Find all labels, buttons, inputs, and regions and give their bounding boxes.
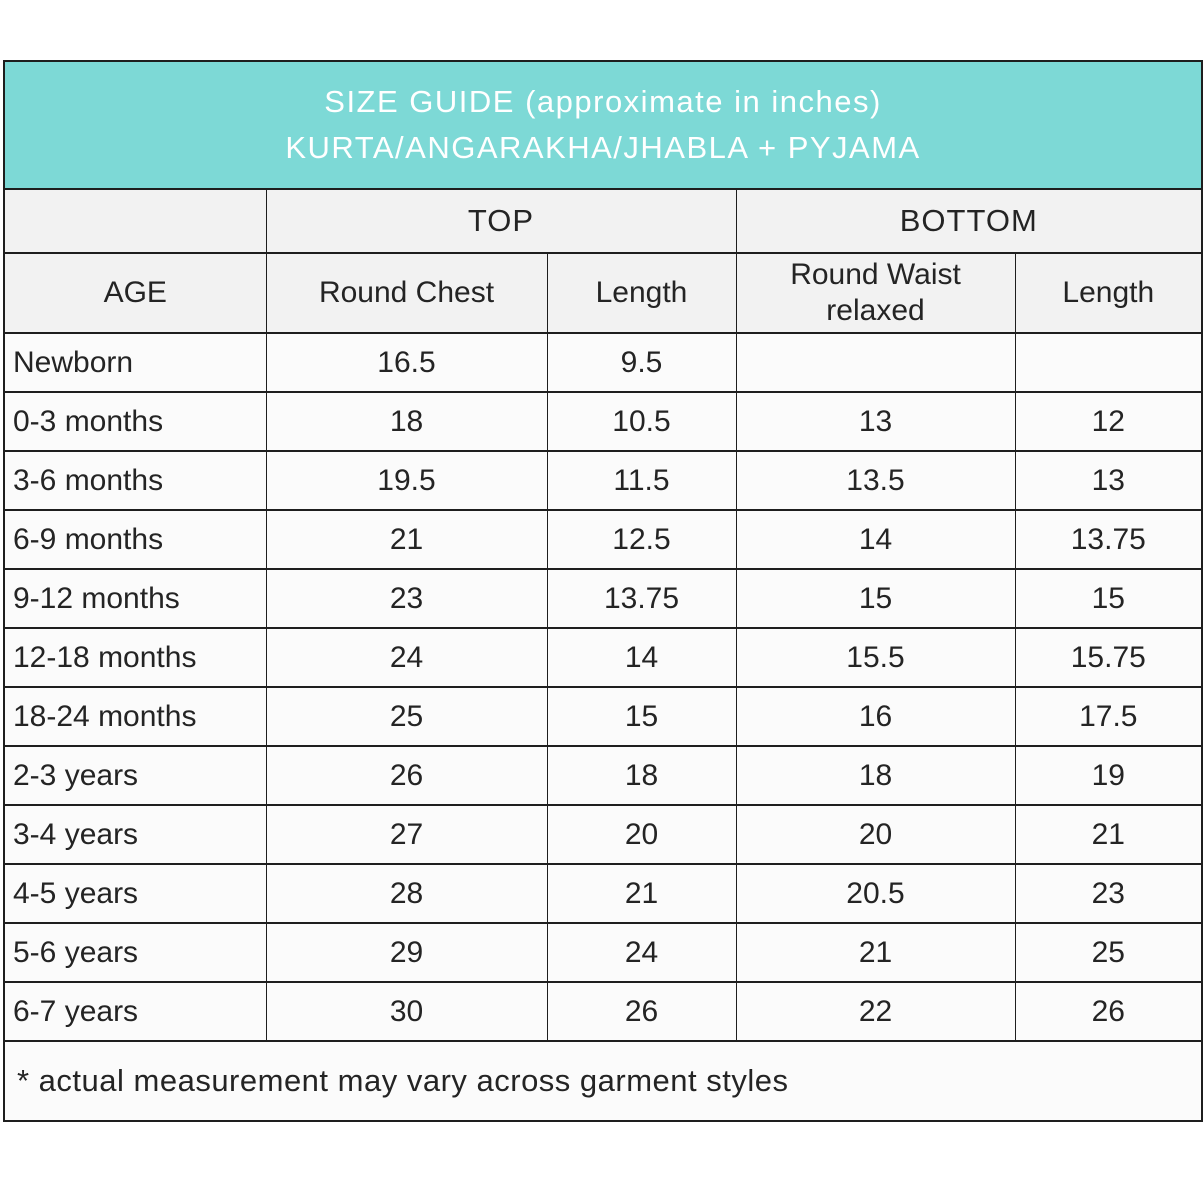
- waist-cell: 13: [735, 391, 1016, 452]
- column-header-age: AGE: [3, 252, 267, 334]
- table-row: Newborn 16.5 9.5: [3, 332, 1203, 393]
- chest-cell: 18: [265, 391, 548, 452]
- title-line-1: SIZE GUIDE (approximate in inches): [324, 83, 882, 119]
- banner-row: SIZE GUIDE (approximate in inches) KURTA…: [3, 60, 1203, 190]
- age-cell: 3-4 years: [3, 804, 267, 865]
- group-header-row: TOP BOTTOM: [3, 188, 1203, 254]
- chest-cell: 25: [265, 686, 548, 747]
- chest-cell: 27: [265, 804, 548, 865]
- waist-cell: 16: [735, 686, 1016, 747]
- table-row: 0-3 months 18 10.5 13 12: [3, 391, 1203, 452]
- top-length-cell: 12.5: [546, 509, 737, 570]
- chest-cell: 16.5: [265, 332, 548, 393]
- waist-cell: [735, 332, 1016, 393]
- chest-cell: 28: [265, 863, 548, 924]
- column-header-top-length: Length: [546, 252, 737, 334]
- table-row: 6-7 years 30 26 22 26: [3, 981, 1203, 1042]
- age-cell: 9-12 months: [3, 568, 267, 629]
- waist-cell: 15.5: [735, 627, 1016, 688]
- waist-cell: 20.5: [735, 863, 1016, 924]
- waist-cell: 14: [735, 509, 1016, 570]
- column-header-round-waist: Round Waist relaxed: [735, 252, 1016, 334]
- top-length-cell: 10.5: [546, 391, 737, 452]
- age-cell: 3-6 months: [3, 450, 267, 511]
- group-header-top: TOP: [265, 188, 737, 254]
- waist-cell: 13.5: [735, 450, 1016, 511]
- top-length-cell: 26: [546, 981, 737, 1042]
- table-title: SIZE GUIDE (approximate in inches) KURTA…: [3, 60, 1203, 190]
- top-length-cell: 13.75: [546, 568, 737, 629]
- age-cell: 6-9 months: [3, 509, 267, 570]
- table-row: 4-5 years 28 21 20.5 23: [3, 863, 1203, 924]
- chest-cell: 24: [265, 627, 548, 688]
- age-cell: 4-5 years: [3, 863, 267, 924]
- table-row: 5-6 years 29 24 21 25: [3, 922, 1203, 983]
- size-guide-table: SIZE GUIDE (approximate in inches) KURTA…: [3, 60, 1204, 1122]
- age-cell: Newborn: [3, 332, 267, 393]
- bottom-length-cell: 21: [1014, 804, 1203, 865]
- age-cell: 12-18 months: [3, 627, 267, 688]
- top-length-cell: 11.5: [546, 450, 737, 511]
- top-length-cell: 14: [546, 627, 737, 688]
- bottom-length-cell: 13.75: [1014, 509, 1203, 570]
- age-cell: 2-3 years: [3, 745, 267, 806]
- column-header-row: AGE Round Chest Length Round Waist relax…: [3, 252, 1203, 334]
- group-header-bottom: BOTTOM: [735, 188, 1203, 254]
- title-line-2: KURTA/ANGARAKHA/JHABLA + PYJAMA: [285, 130, 921, 165]
- bottom-length-cell: [1014, 332, 1203, 393]
- column-header-bottom-length: Length: [1014, 252, 1203, 334]
- top-length-cell: 9.5: [546, 332, 737, 393]
- footnote-text: * actual measurement may vary across gar…: [3, 1040, 1203, 1122]
- group-header-empty: [3, 188, 267, 254]
- table-row: 2-3 years 26 18 18 19: [3, 745, 1203, 806]
- bottom-length-cell: 15.75: [1014, 627, 1203, 688]
- top-length-cell: 24: [546, 922, 737, 983]
- table-row: 6-9 months 21 12.5 14 13.75: [3, 509, 1203, 570]
- chest-cell: 26: [265, 745, 548, 806]
- age-cell: 18-24 months: [3, 686, 267, 747]
- table-row: 9-12 months 23 13.75 15 15: [3, 568, 1203, 629]
- bottom-length-cell: 17.5: [1014, 686, 1203, 747]
- table-row: 12-18 months 24 14 15.5 15.75: [3, 627, 1203, 688]
- bottom-length-cell: 26: [1014, 981, 1203, 1042]
- top-length-cell: 15: [546, 686, 737, 747]
- waist-cell: 18: [735, 745, 1016, 806]
- waist-cell: 21: [735, 922, 1016, 983]
- chest-cell: 21: [265, 509, 548, 570]
- table-row: 3-6 months 19.5 11.5 13.5 13: [3, 450, 1203, 511]
- bottom-length-cell: 12: [1014, 391, 1203, 452]
- table-row: 3-4 years 27 20 20 21: [3, 804, 1203, 865]
- chest-cell: 23: [265, 568, 548, 629]
- chest-cell: 30: [265, 981, 548, 1042]
- top-length-cell: 20: [546, 804, 737, 865]
- bottom-length-cell: 23: [1014, 863, 1203, 924]
- age-cell: 6-7 years: [3, 981, 267, 1042]
- waist-cell: 15: [735, 568, 1016, 629]
- top-length-cell: 21: [546, 863, 737, 924]
- bottom-length-cell: 15: [1014, 568, 1203, 629]
- footnote-row: * actual measurement may vary across gar…: [3, 1040, 1203, 1122]
- age-cell: 5-6 years: [3, 922, 267, 983]
- column-header-round-chest: Round Chest: [265, 252, 548, 334]
- bottom-length-cell: 19: [1014, 745, 1203, 806]
- size-guide-table-container: SIZE GUIDE (approximate in inches) KURTA…: [3, 60, 1204, 1122]
- age-cell: 0-3 months: [3, 391, 267, 452]
- bottom-length-cell: 13: [1014, 450, 1203, 511]
- waist-cell: 22: [735, 981, 1016, 1042]
- chest-cell: 29: [265, 922, 548, 983]
- bottom-length-cell: 25: [1014, 922, 1203, 983]
- table-row: 18-24 months 25 15 16 17.5: [3, 686, 1203, 747]
- waist-cell: 20: [735, 804, 1016, 865]
- chest-cell: 19.5: [265, 450, 548, 511]
- top-length-cell: 18: [546, 745, 737, 806]
